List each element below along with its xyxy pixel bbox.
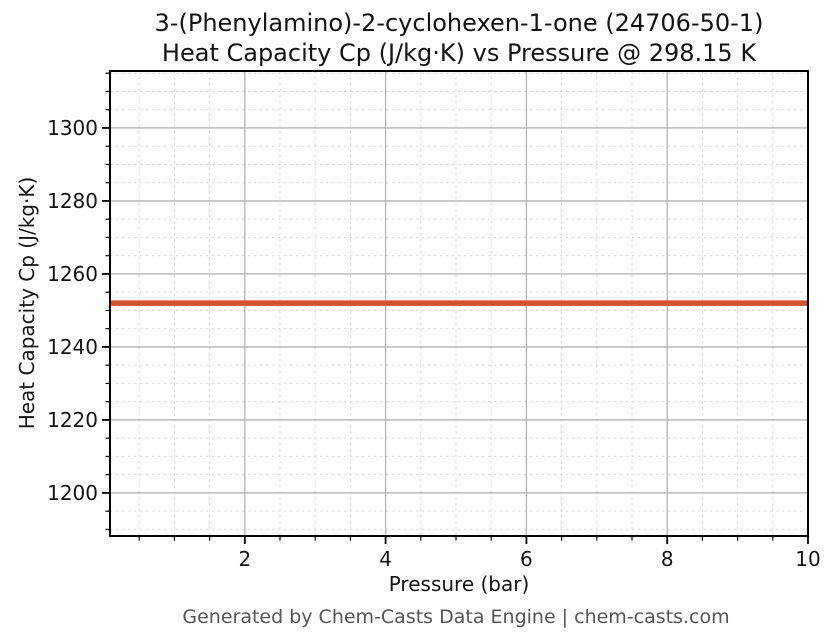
y-tick-label: 1280 xyxy=(47,188,98,213)
y-tick-label: 1260 xyxy=(47,261,98,286)
x-tick-label: 8 xyxy=(660,547,674,571)
x-tick-label: 4 xyxy=(379,547,392,571)
y-tick-label: 1200 xyxy=(47,480,98,505)
y-tick-label: 1240 xyxy=(47,334,98,359)
x-axis-label: Pressure (bar) xyxy=(388,572,530,596)
axes-spines xyxy=(109,70,809,537)
y-tick-label: 1220 xyxy=(47,407,98,432)
footer-credit: Generated by Chem-Casts Data Engine | ch… xyxy=(182,606,730,628)
x-tick-label: 10 xyxy=(795,547,821,571)
x-tick-label: 2 xyxy=(238,547,252,571)
chart-title-line1: 3-(Phenylamino)-2-cyclohexen-1-one (2470… xyxy=(154,9,764,37)
chart-title-line2: Heat Capacity Cp (J/kg·K) vs Pressure @ … xyxy=(161,39,757,67)
chart-title: 3-(Phenylamino)-2-cyclohexen-1-one (2470… xyxy=(155,8,764,68)
y-axis-label: Heat Capacity Cp (J/kg·K) xyxy=(15,176,39,430)
y-tick-label: 1300 xyxy=(47,115,98,140)
x-tick-label: 6 xyxy=(520,547,533,571)
